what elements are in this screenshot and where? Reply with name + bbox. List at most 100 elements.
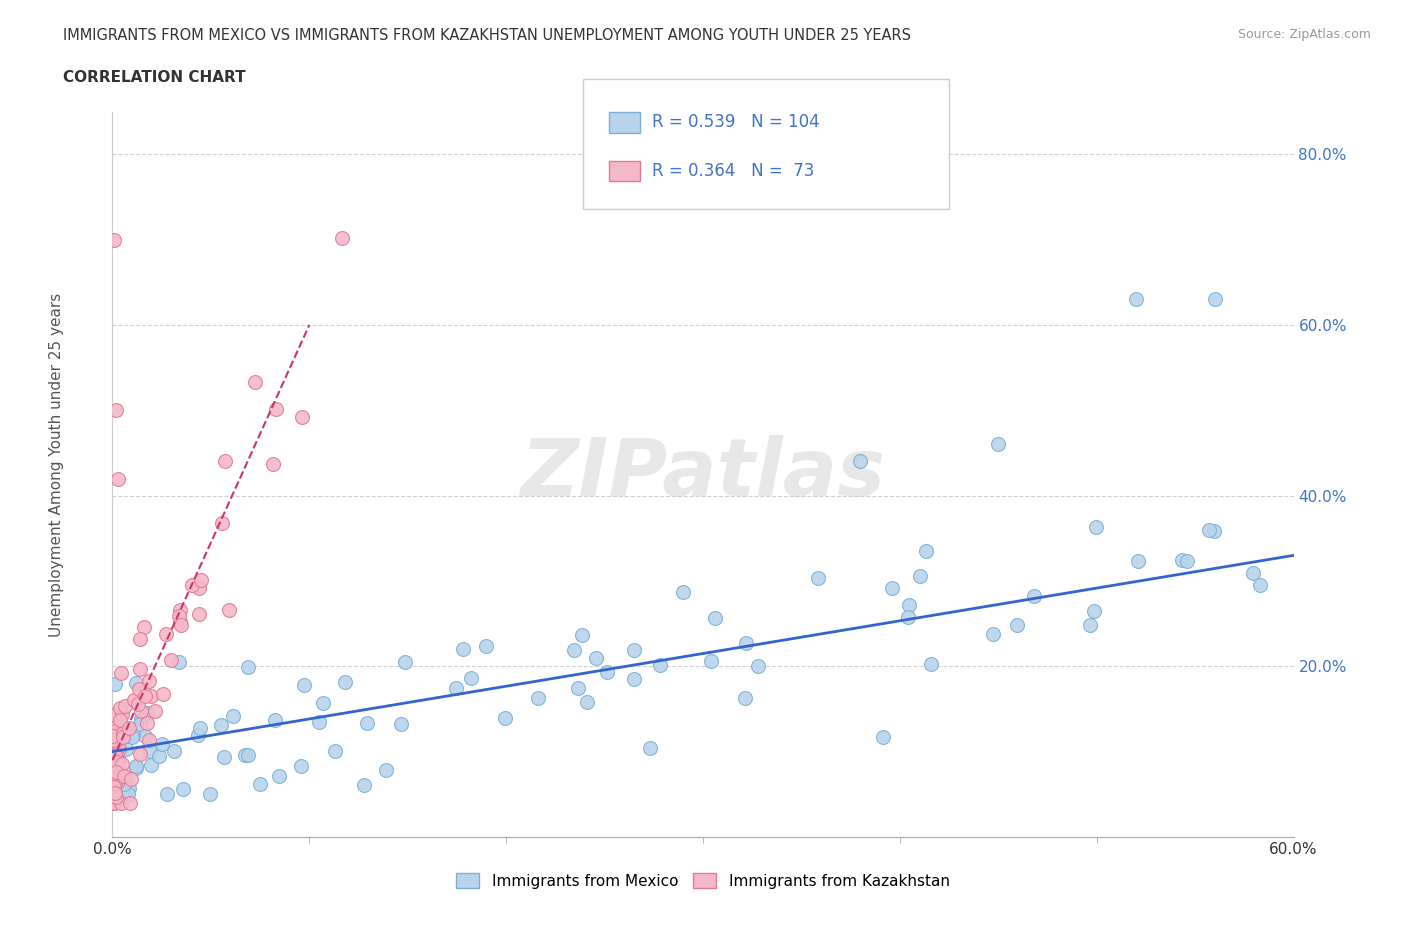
Point (475, 639, 498, 654)
Point (335, 674, 357, 689)
Point (914, 543, 936, 558)
Point (110, 787, 132, 802)
Point (172, 782, 194, 797)
Point (263, 457, 285, 472)
Point (623, 643, 645, 658)
Point (308, 715, 330, 730)
Point (1078, 618, 1101, 632)
Point (105, 790, 128, 804)
Point (198, 787, 221, 802)
Point (734, 691, 756, 706)
Point (112, 777, 135, 791)
Point (112, 725, 135, 740)
Point (148, 749, 170, 764)
Point (129, 704, 152, 719)
Point (872, 729, 894, 744)
Point (567, 681, 589, 696)
Point (807, 570, 830, 585)
Point (325, 743, 347, 758)
Point (134, 619, 156, 634)
Point (243, 375, 266, 390)
Point (105, 740, 128, 755)
Point (120, 771, 142, 786)
Point (101, 729, 124, 744)
Point (734, 636, 756, 651)
Point (880, 581, 903, 596)
Point (114, 786, 136, 801)
Point (105, 403, 128, 418)
Point (638, 740, 661, 755)
Point (112, 787, 135, 802)
Point (311, 696, 333, 711)
Point (374, 763, 396, 777)
Point (110, 700, 132, 715)
Point (704, 610, 727, 625)
Point (152, 686, 174, 701)
Point (108, 741, 131, 756)
Point (236, 748, 259, 763)
Point (169, 615, 191, 630)
Point (1125, 292, 1147, 307)
Point (1084, 519, 1107, 534)
Point (527, 690, 550, 705)
Point (849, 454, 872, 469)
Point (1005, 618, 1028, 632)
Point (1022, 589, 1045, 604)
Point (108, 767, 131, 782)
Point (117, 787, 139, 802)
Point (104, 727, 127, 742)
Point (107, 773, 129, 788)
Point (115, 721, 138, 736)
Point (107, 472, 129, 486)
Point (897, 598, 920, 613)
Point (460, 671, 482, 685)
Point (238, 659, 260, 674)
Point (249, 777, 271, 791)
Point (187, 727, 209, 742)
Point (112, 768, 135, 783)
Point (128, 631, 150, 646)
Point (103, 724, 125, 738)
Point (494, 711, 516, 725)
Point (135, 706, 157, 721)
Point (187, 606, 209, 621)
Point (167, 608, 190, 623)
Point (145, 704, 167, 719)
Point (394, 655, 416, 670)
Point (110, 712, 132, 727)
Point (1202, 524, 1225, 538)
Point (101, 733, 124, 748)
Point (444, 681, 467, 696)
Point (114, 698, 136, 713)
Point (110, 725, 132, 740)
Point (125, 761, 148, 776)
Point (104, 764, 127, 779)
Point (107, 753, 129, 768)
Point (134, 728, 156, 743)
Point (103, 708, 125, 723)
Point (389, 716, 412, 731)
Point (118, 795, 141, 810)
Point (214, 454, 236, 469)
Point (125, 758, 148, 773)
Point (111, 756, 134, 771)
Point (156, 787, 179, 802)
Point (1204, 292, 1226, 307)
Text: Source: ZipAtlas.com: Source: ZipAtlas.com (1237, 28, 1371, 41)
Point (110, 666, 132, 681)
Point (897, 609, 920, 624)
Point (571, 627, 593, 642)
Point (138, 673, 160, 688)
Text: Unemployment Among Youth under 25 years: Unemployment Among Youth under 25 years (49, 293, 63, 637)
Text: CORRELATION CHART: CORRELATION CHART (63, 70, 246, 85)
Point (451, 642, 474, 657)
Point (118, 780, 141, 795)
Text: R = 0.539   N = 104: R = 0.539 N = 104 (652, 113, 820, 131)
Point (266, 402, 288, 417)
Point (1249, 578, 1271, 592)
Point (111, 730, 134, 745)
Point (987, 437, 1010, 452)
Point (910, 568, 932, 583)
Point (105, 758, 128, 773)
Point (127, 697, 149, 711)
